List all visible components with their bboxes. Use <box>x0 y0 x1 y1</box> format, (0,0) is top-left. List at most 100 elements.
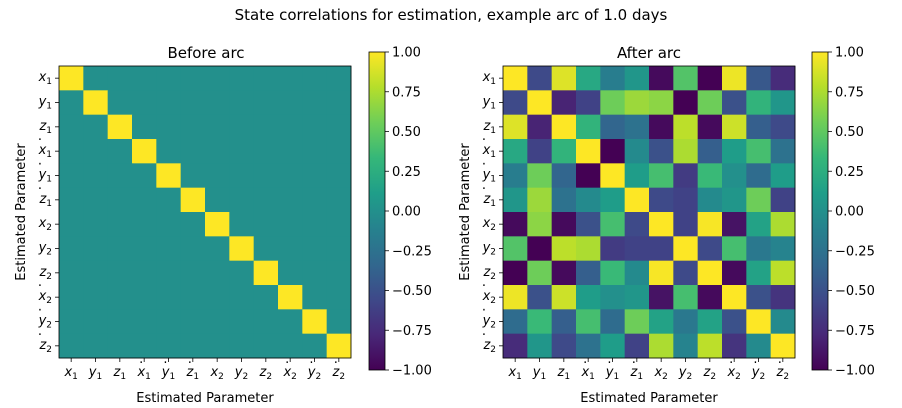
y-tick-label: z1 <box>482 119 496 136</box>
heatmap-cell <box>156 90 182 116</box>
heatmap-cell <box>302 236 328 262</box>
heatmap-cell <box>503 285 528 310</box>
heatmap-cell <box>527 236 553 262</box>
colorbar-tick-label: 0.50 <box>392 125 421 140</box>
heatmap-cell <box>83 139 109 164</box>
y-tick-label: x2 <box>482 216 496 233</box>
x-tick-labels-before: x1 y1 z1 x1·y1·z1·x2 y2 z2 x2·y2·z2· <box>63 356 345 382</box>
heatmap-cell <box>107 236 133 262</box>
x-tick-label: x2 <box>209 365 223 382</box>
heatmap-cell <box>746 309 772 335</box>
heatmap-cell <box>697 90 723 116</box>
heatmap-cell <box>229 66 255 91</box>
heatmap-cell <box>576 285 601 310</box>
heatmap-cell <box>59 139 84 164</box>
x-tick-label-dot: · <box>334 356 338 371</box>
heatmap-cell <box>600 260 626 286</box>
heatmap-cell <box>229 260 255 286</box>
heatmap-cell <box>59 66 84 91</box>
x-tick-label: z2 <box>776 365 790 382</box>
heatmap-cell <box>278 212 303 237</box>
heatmap-cell <box>624 163 650 189</box>
x-tick-label: z1 <box>630 365 644 382</box>
heatmap-cell <box>576 333 601 359</box>
heatmap-panel-after: After arc x1y1z1x1·y1·z1·x2y2z2x2·y2·z2·… <box>458 44 875 406</box>
heatmap-cell <box>253 260 279 286</box>
x-tick-label: y2 <box>751 365 765 382</box>
heatmap-cell <box>107 309 133 335</box>
heatmap-cell <box>83 333 109 359</box>
heatmap-cell <box>180 212 206 237</box>
heatmap-cell <box>770 139 796 164</box>
heatmap-cell <box>746 90 772 116</box>
heatmap-cell <box>503 260 528 286</box>
heatmap-cell <box>770 236 796 262</box>
heatmap-cell <box>107 139 133 164</box>
heatmap-cell <box>107 187 133 213</box>
heatmap-cell <box>673 187 699 213</box>
heatmap-cell <box>600 90 626 116</box>
heatmap-cell <box>278 260 303 286</box>
heatmap-cell <box>746 212 772 237</box>
x-tick-label: z1 <box>113 365 127 382</box>
y-tick-label: z2 <box>38 338 52 355</box>
heatmap-cell <box>600 187 626 213</box>
heatmap-cell <box>302 114 328 140</box>
y-tick-label-dot: · <box>482 328 486 343</box>
heatmap-cell <box>697 212 723 237</box>
heatmap-cell <box>673 260 699 286</box>
heatmap-cell <box>527 66 553 91</box>
heatmap-cell <box>600 139 626 164</box>
heatmap-cell <box>697 114 723 140</box>
heatmap-cell <box>59 285 84 310</box>
y-tick-label-dot: · <box>38 133 42 148</box>
heatmap-cell <box>600 66 626 91</box>
heatmap-cell <box>180 260 206 286</box>
heatmap-cell <box>624 212 650 237</box>
heatmap-cell <box>205 309 230 335</box>
heatmap-cell <box>697 66 723 91</box>
x-tick-label: y2 <box>234 365 248 382</box>
heatmap-cell <box>722 285 747 310</box>
heatmap-cell <box>253 309 279 335</box>
x-tick-label: z2 <box>259 365 273 382</box>
heatmap-cell <box>551 163 577 189</box>
heatmap-cell <box>326 90 352 116</box>
heatmap-cell <box>527 139 553 164</box>
x-tick-label: x1 <box>580 365 594 382</box>
heatmap-cell <box>205 90 230 116</box>
y-tick-label: y1 <box>38 168 52 185</box>
heatmap-cell <box>326 66 352 91</box>
heatmap-cell <box>229 285 255 310</box>
heatmap-cell <box>253 187 279 213</box>
heatmap-cell <box>649 139 674 164</box>
colorbar-tick-label: 1.00 <box>392 46 421 61</box>
heatmap-cell <box>253 114 279 140</box>
colorbar-tick-label: −1.00 <box>392 364 432 379</box>
heatmap-cell <box>302 212 328 237</box>
heatmap-cell <box>205 285 230 310</box>
heatmap-cell <box>673 236 699 262</box>
colorbar-after <box>811 51 829 371</box>
heatmap-cell <box>649 309 674 335</box>
heatmap-cell <box>107 114 133 140</box>
heatmap-cell <box>326 260 352 286</box>
heatmap-cell <box>156 187 182 213</box>
heatmap-cell <box>229 163 255 189</box>
heatmap-cell <box>649 187 674 213</box>
heatmap-cell <box>326 212 352 237</box>
y-tick-label: x2 <box>38 289 52 306</box>
y-tick-label: y2 <box>38 241 52 258</box>
x-tick-label: y2 <box>678 365 692 382</box>
heatmap-cell <box>156 309 182 335</box>
heatmap-cells-after <box>503 66 796 359</box>
heatmap-cell <box>673 163 699 189</box>
heatmap-cell <box>132 187 157 213</box>
heatmap-cell <box>576 114 601 140</box>
heatmap-cell <box>156 66 182 91</box>
heatmap-cell <box>83 260 109 286</box>
heatmap-cell <box>649 114 674 140</box>
heatmap-cell <box>205 212 230 237</box>
heatmap-cell <box>551 139 577 164</box>
